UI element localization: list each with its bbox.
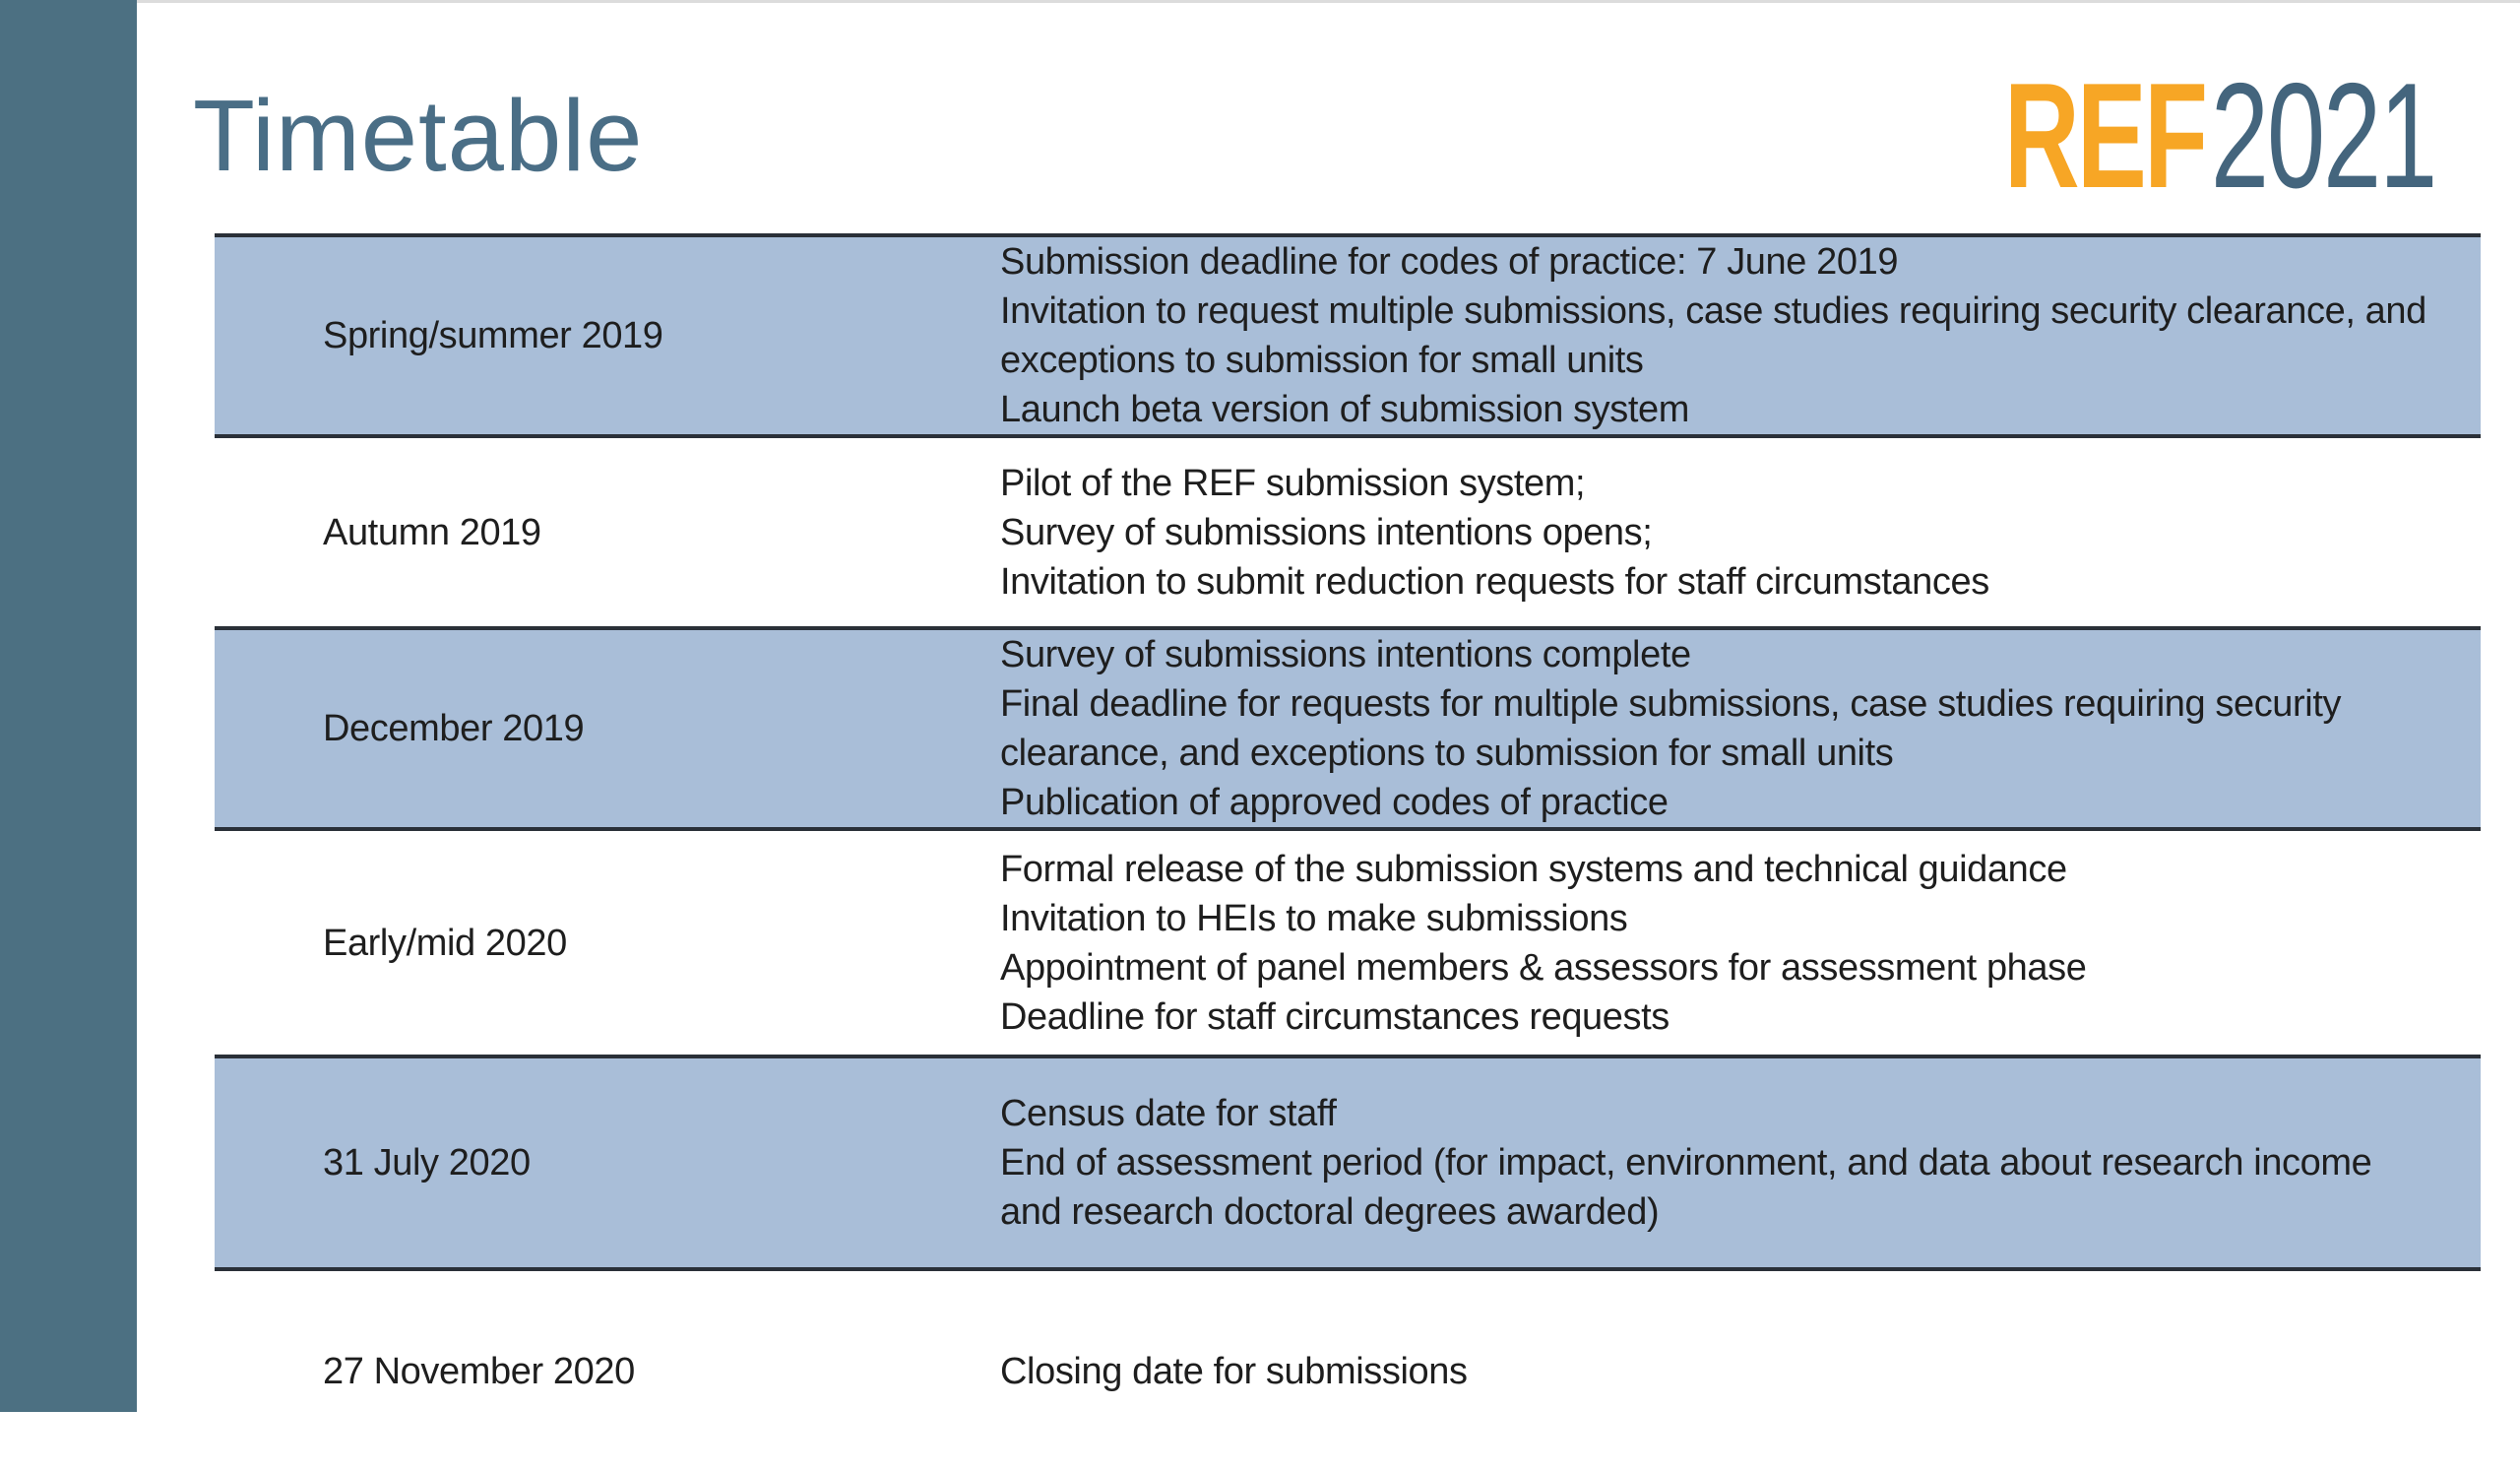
table-row: December 2019 Survey of submissions inten… [215, 626, 2481, 827]
activity-line: Launch beta version of submission system [1000, 389, 1690, 430]
activity-line: Survey of submissions intentions complet… [1000, 634, 1691, 675]
logo-ref-text: REF [2003, 52, 2208, 220]
table-row: Spring/summer 2019 Submission deadline fo… [215, 233, 2481, 434]
activity-line: Invitation to submit reduction requests … [1000, 560, 1989, 603]
activity-line: Formal release of the submission systems… [1000, 848, 2067, 890]
table-row: Early/mid 2020 Formal release of the subm… [215, 827, 2481, 1055]
activity-line: Invitation to request multiple submissio… [1000, 290, 2426, 381]
page-title: Timetable [193, 79, 644, 192]
sidebar-accent-bar [0, 0, 137, 1412]
table-row: Autumn 2019 Pilot of the REF submission s… [215, 434, 2481, 626]
row-period-cell: Autumn 2019 [323, 511, 541, 553]
row-activities-cell: Closing date for submissions [992, 1271, 2481, 1472]
activity-line: Publication of approved codes of practic… [1000, 782, 1669, 823]
activity-line: Pilot of the REF submission system; [1000, 462, 1586, 504]
row-period-cell: Early/mid 2020 [323, 922, 567, 964]
ref2021-logo: REF 2021 [2003, 52, 2437, 220]
activity-line: Invitation to HEIs to make submissions [1000, 897, 1628, 939]
row-period-cell: December 2019 [323, 708, 585, 749]
row-period-cell: 31 July 2020 [323, 1142, 531, 1184]
row-activities-cell: Pilot of the REF submission system; Surve… [992, 438, 2481, 626]
activity-line: Appointment of panel members & assessors… [1000, 946, 2087, 989]
table-row: 31 July 2020 Census date for staff End of … [215, 1055, 2481, 1267]
row-activities-cell: Submission deadline for codes of practic… [992, 237, 2481, 434]
row-activities-cell: Survey of submissions intentions complet… [992, 630, 2481, 827]
activity-line: Closing date for submissions [1000, 1351, 1468, 1392]
activity-line: Deadline for staff circumstances request… [1000, 995, 1670, 1038]
table-row: 27 November 2020 Closing date for submiss… [215, 1267, 2481, 1472]
row-activities-cell: Formal release of the submission systems… [992, 831, 2481, 1055]
row-period-cell: 27 November 2020 [323, 1351, 635, 1392]
activity-line: Survey of submissions intentions opens; [1000, 511, 1653, 553]
row-activities-cell: Census date for staff End of assessment p… [992, 1058, 2481, 1267]
activity-line: End of assessment period (for impact, en… [1000, 1142, 2372, 1233]
slide-top-edge [0, 0, 2520, 3]
activity-line: Submission deadline for codes of practic… [1000, 241, 1899, 283]
row-period-cell: Spring/summer 2019 [323, 315, 663, 356]
logo-year-text: 2021 [2210, 52, 2437, 220]
activity-line: Census date for staff [1000, 1093, 1337, 1134]
timetable-table: Spring/summer 2019 Submission deadline fo… [215, 233, 2481, 1472]
activity-line: Final deadline for requests for multiple… [1000, 683, 2342, 774]
